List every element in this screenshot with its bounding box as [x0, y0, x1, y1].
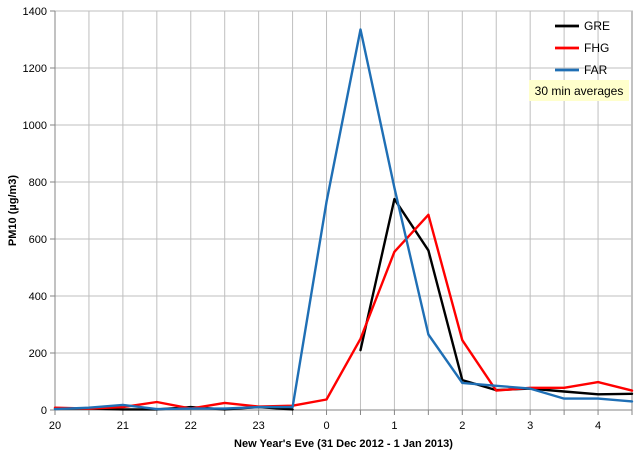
y-tick-label: 1400	[23, 6, 47, 18]
x-tick-label: 1	[391, 420, 397, 432]
y-tick-label: 1200	[23, 63, 47, 75]
legend-label-fhg: FHG	[584, 41, 609, 55]
x-tick-label: 4	[595, 420, 601, 432]
y-tick-label: 200	[29, 348, 47, 360]
series-line-far	[53, 28, 634, 411]
x-tick-label: 20	[49, 420, 61, 432]
legend-label-gre: GRE	[584, 19, 610, 33]
legend-label-far: FAR	[584, 63, 608, 77]
y-axis-title: PM10 (µg/m3)	[7, 175, 19, 246]
x-tick-label: 23	[253, 420, 265, 432]
series-line-fhg	[53, 213, 634, 410]
y-tick-label: 1000	[23, 120, 47, 132]
grid	[54, 10, 633, 411]
x-tick-label: 2	[459, 420, 465, 432]
series-lines	[53, 28, 634, 411]
x-axis-title: New Year's Eve (31 Dec 2012 - 1 Jan 2013…	[234, 438, 453, 450]
annotation-box: 30 min averages	[529, 80, 629, 101]
x-tick-label: 3	[527, 420, 533, 432]
x-tick-label: 22	[185, 420, 197, 432]
plot-area	[54, 10, 633, 411]
y-tick-label: 600	[29, 234, 47, 246]
y-tick-label: 800	[29, 177, 47, 189]
annotation-background	[529, 80, 629, 101]
x-tick-label: 0	[323, 420, 329, 432]
x-tick-label: 21	[117, 420, 129, 432]
y-tick-label: 0	[41, 405, 47, 417]
y-tick-label: 400	[29, 291, 47, 303]
legend: GRE FHG FAR	[555, 19, 610, 77]
annotation-text: 30 min averages	[535, 84, 624, 98]
